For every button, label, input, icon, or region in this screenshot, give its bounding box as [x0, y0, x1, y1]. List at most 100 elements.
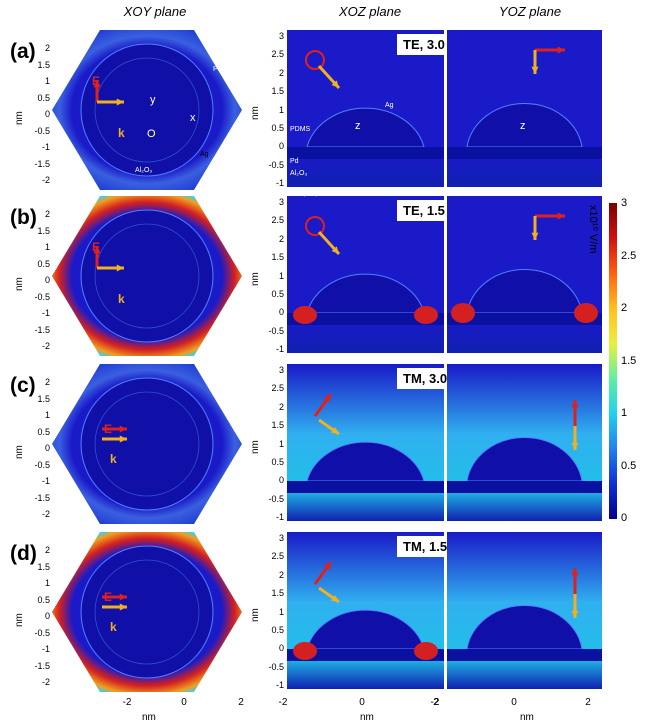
- xoz-z-unit: nm: [250, 272, 261, 286]
- E-vector-arrow: [535, 46, 565, 54]
- E-vector-arrow: [93, 80, 101, 102]
- tick-label: 0: [44, 611, 50, 621]
- E-vector-arrow: [313, 561, 333, 585]
- tick-label: 2: [44, 43, 50, 53]
- xoz-z-unit: nm: [250, 608, 261, 622]
- x-tick-label: 2: [433, 697, 439, 708]
- colorbar-tick: 3: [621, 197, 628, 209]
- tick-label: -1.5: [34, 324, 50, 335]
- tick-label: -0.5: [34, 125, 50, 136]
- E-vector-arrow: [93, 246, 101, 268]
- tick-label: 1.5: [271, 420, 284, 431]
- tick-label: 0: [44, 443, 50, 453]
- axis-letter-z: z: [520, 120, 526, 132]
- annotation-ag: Ag: [200, 151, 209, 158]
- xoy-field-map: [52, 532, 242, 692]
- k-vector-arrow: [318, 418, 340, 436]
- yoz-field-map: [447, 30, 602, 187]
- tick-label: 0.5: [37, 426, 50, 437]
- k-vector-arrow: [318, 586, 340, 604]
- tick-label: 0: [278, 141, 284, 152]
- xoy-y-unit: nm: [14, 445, 25, 459]
- tick-label: 1.5: [37, 561, 50, 572]
- x-tick-label: 2: [238, 697, 244, 708]
- tick-label: -1: [41, 476, 50, 486]
- colorbar-tick: 2.5: [621, 249, 637, 262]
- colorbar: [609, 203, 617, 519]
- k-label: k: [110, 620, 117, 634]
- k-vector-arrow: [571, 594, 579, 618]
- x-tick-label: 0: [359, 697, 365, 708]
- xoy-x-unit: nm: [142, 712, 156, 723]
- k-vector-arrow: [97, 98, 124, 106]
- tick-label: -1: [41, 142, 50, 152]
- substrate-layer: [287, 313, 444, 325]
- substrate-layer: [447, 147, 602, 159]
- tick-label: 3: [278, 365, 284, 375]
- substrate-layer: [287, 649, 444, 661]
- tick-label: 2: [278, 67, 284, 78]
- xoy-field-map: [52, 364, 242, 524]
- k-vector-arrow: [102, 603, 127, 611]
- tick-label: -0.5: [34, 459, 50, 470]
- particle-disc: [80, 43, 214, 177]
- tick-label: 1.5: [271, 86, 284, 97]
- tick-label: -0.5: [268, 661, 284, 672]
- k-vector-arrow: [531, 216, 539, 240]
- tick-label: 0: [278, 643, 284, 654]
- tick-label: 2.5: [271, 215, 284, 226]
- tick-label: -0.5: [268, 159, 284, 170]
- annotation-pvp: (a): [212, 42, 221, 49]
- k-vector-arrow: [102, 435, 127, 443]
- tick-label: 2: [278, 233, 284, 244]
- xoz-field-map: [287, 30, 444, 187]
- tick-label: 3: [278, 197, 284, 207]
- tick-label: 0: [278, 475, 284, 486]
- xoy-field-map: [52, 196, 242, 356]
- E-vector-arrow: [571, 568, 579, 594]
- tick-label: -2: [41, 677, 50, 687]
- tick-label: 3: [278, 533, 284, 543]
- annotation-pd: Pd: [290, 158, 299, 165]
- particle-cap: [466, 605, 583, 650]
- tick-label: 0: [44, 109, 50, 119]
- particle-cap: [466, 269, 583, 314]
- E-vector-arrow: [102, 425, 127, 433]
- tick-label: 0.5: [271, 625, 284, 635]
- E-vector-arrow: [102, 593, 127, 601]
- tick-label: -1.5: [34, 158, 50, 169]
- colorbar-tick: 0.5: [621, 459, 637, 472]
- tick-label: -2: [41, 509, 50, 519]
- particle-disc: [80, 545, 214, 679]
- tick-label: -1: [275, 680, 284, 691]
- k-vector-arrow: [317, 64, 341, 90]
- xoz-z-unit: nm: [250, 440, 261, 454]
- annotation-pdms: PDMS: [213, 66, 234, 73]
- xoz-z-unit: nm: [250, 106, 261, 120]
- axis-letter-z: z: [355, 120, 361, 132]
- substrate-layer: [447, 649, 602, 661]
- panel-label: (d): [10, 542, 37, 565]
- annotation-alo: Al₂O₃: [290, 170, 308, 177]
- yoz-x-unit: nm: [520, 712, 534, 723]
- k-label: k: [110, 452, 117, 466]
- k-vector-arrow: [531, 50, 539, 74]
- annotation-nial: NiAl(111): [290, 190, 319, 197]
- k-vector-arrow: [317, 230, 341, 256]
- panel-label: (a): [10, 40, 36, 63]
- tick-label: 2.5: [271, 49, 284, 60]
- particle-cap: [306, 441, 425, 482]
- x-tick-label: 0: [181, 697, 187, 708]
- E-vector-arrow: [313, 393, 333, 417]
- tick-label: 0.5: [37, 258, 50, 269]
- tick-label: 1: [278, 104, 284, 115]
- tick-label: 1: [44, 578, 50, 588]
- axis-letter-y: y: [150, 94, 156, 106]
- yoz-field-map: [447, 532, 602, 689]
- substrate-layer: [447, 481, 602, 493]
- particle-disc: [80, 377, 214, 511]
- particle-disc: [80, 209, 214, 343]
- annotation-substrate: Al₂O₃: [135, 167, 153, 174]
- yoz-field-map: [447, 364, 602, 521]
- header-xoy: XOY plane: [123, 4, 187, 19]
